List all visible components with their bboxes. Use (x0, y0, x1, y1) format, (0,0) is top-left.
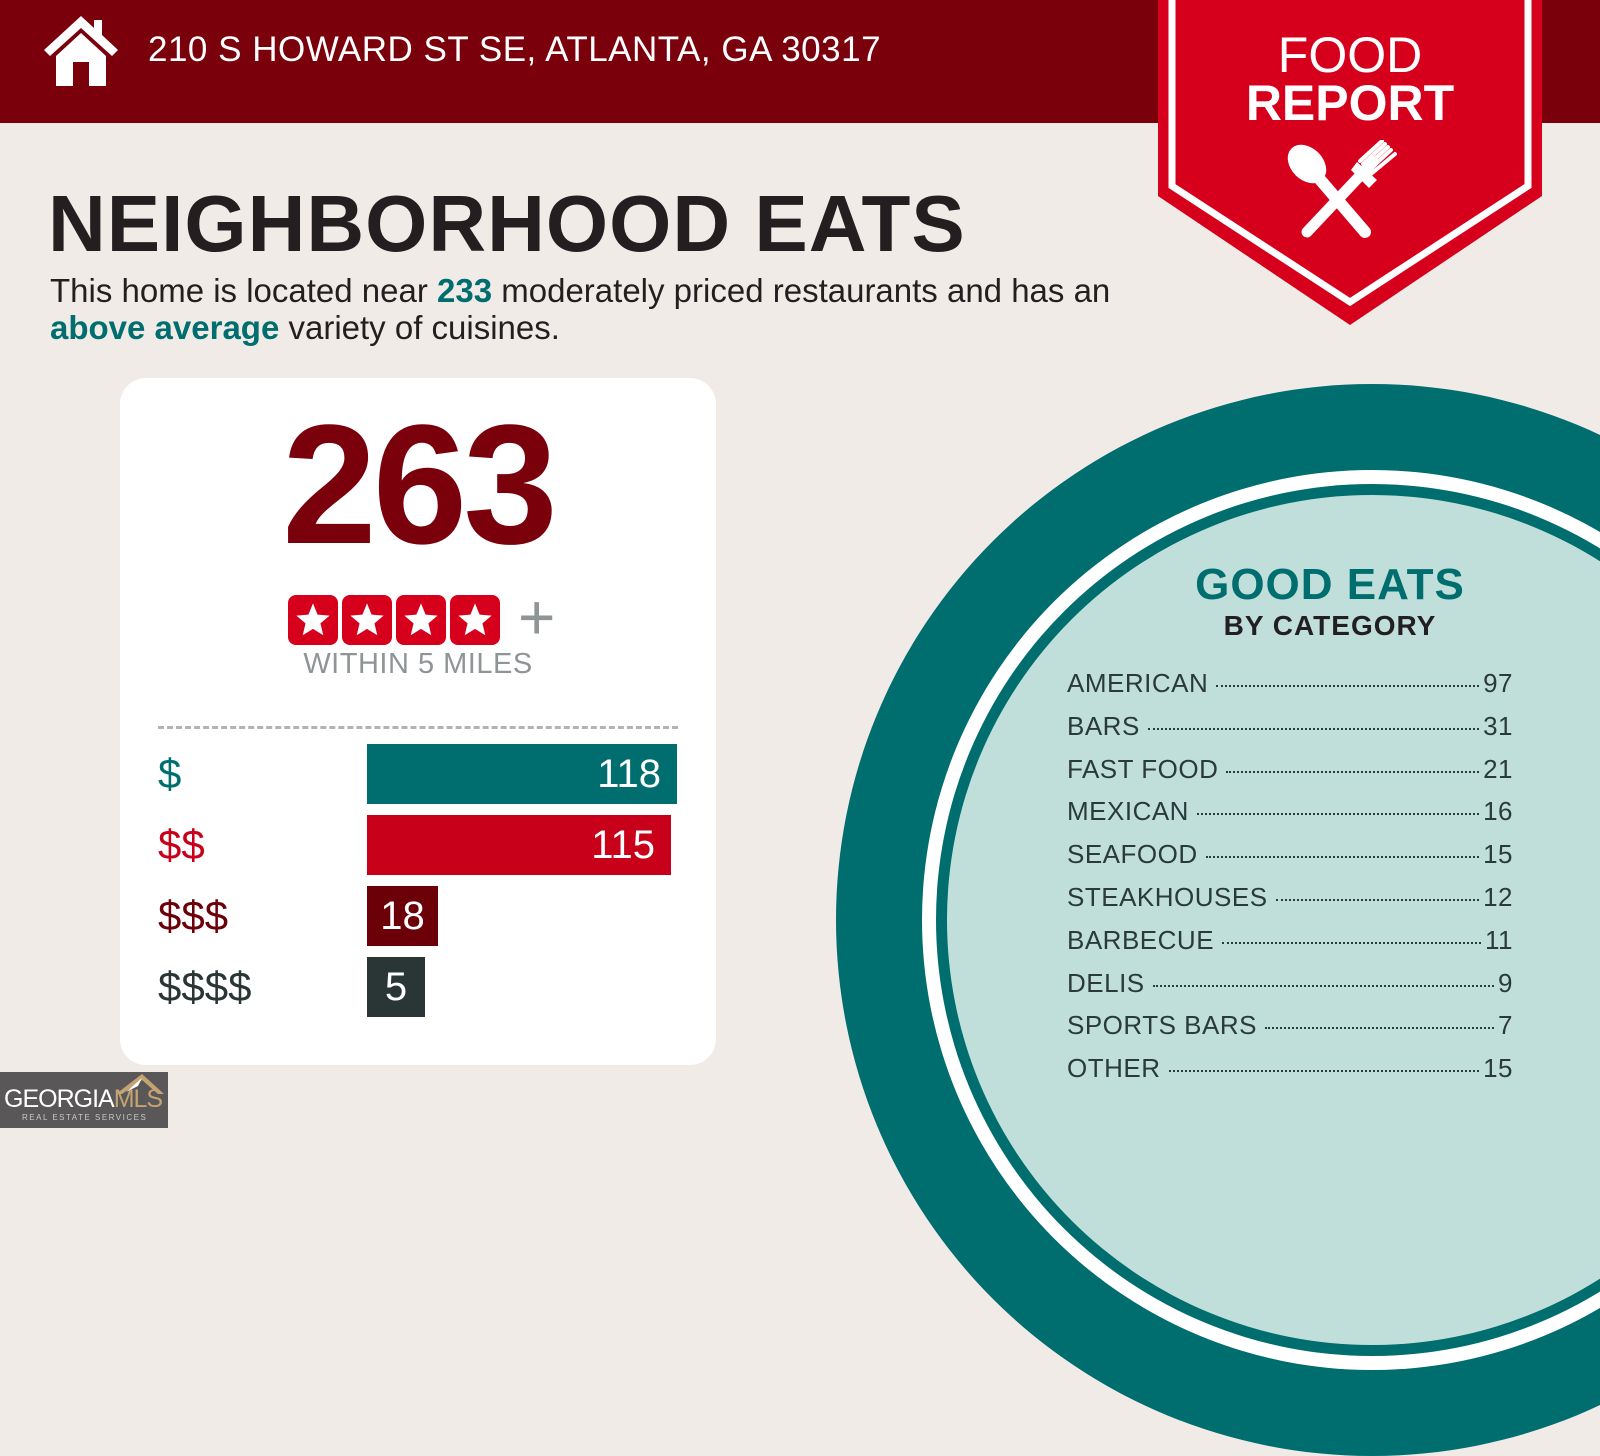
total-restaurant-count: 263 (282, 390, 558, 580)
dot-leader (1275, 898, 1480, 901)
category-name: DELIS (1067, 967, 1145, 998)
price-level-label: $$ (158, 821, 205, 868)
price-bar: 115 (367, 815, 671, 875)
category-name: BARS (1067, 710, 1140, 741)
category-count: 15 (1483, 1053, 1513, 1084)
category-row: BARS 31 (1067, 711, 1513, 754)
category-count: 7 (1498, 1010, 1513, 1041)
star-icon (396, 595, 446, 645)
food-report-badge (1158, 0, 1542, 325)
star-icon (450, 595, 500, 645)
category-row: STEAKHOUSES 12 (1067, 882, 1513, 925)
badge-title-line2: REPORT (1245, 75, 1455, 131)
radius-label: WITHIN 5 MILES (303, 648, 533, 680)
price-level-label: $$$ (158, 892, 229, 939)
dot-leader (1147, 727, 1480, 730)
category-count: 9 (1498, 967, 1513, 998)
property-address: 210 S HOWARD ST SE, ATLANTA, GA 30317 (148, 30, 882, 69)
category-count: 12 (1483, 881, 1513, 912)
dot-leader (1216, 685, 1480, 687)
intro-part3: variety of cuisines. (279, 309, 560, 346)
category-list: AMERICAN 97 BARS 31 FAST FOOD 21 MEXICAN 16 … (1067, 668, 1513, 1096)
categories-title: GOOD EATS (1195, 560, 1465, 609)
category-name: SPORTS BARS (1067, 1010, 1257, 1041)
category-count: 16 (1483, 796, 1513, 827)
dot-leader (1226, 770, 1480, 773)
intro-part2: moderately priced restaurants and has an (492, 272, 1111, 309)
category-row: SEAFOOD 15 (1067, 839, 1513, 882)
price-bar: 18 (367, 886, 438, 946)
category-name: SEAFOOD (1067, 839, 1198, 870)
category-name: FAST FOOD (1067, 753, 1219, 784)
nearby-restaurant-count: 233 (437, 272, 493, 309)
badge-title-line1: FOOD (1277, 27, 1423, 83)
dot-leader (1222, 941, 1481, 944)
logo-text-main: GEORGIA (4, 1085, 115, 1113)
categories-subtitle: BY CATEGORY (1223, 610, 1437, 641)
star-rating (288, 595, 500, 645)
category-count: 11 (1485, 924, 1513, 955)
price-bar: 118 (367, 744, 677, 804)
category-row: BARBECUE 11 (1067, 925, 1513, 968)
dashed-divider (158, 726, 678, 729)
category-row: AMERICAN 97 (1067, 668, 1513, 711)
category-row: FAST FOOD 21 (1067, 754, 1513, 797)
summary-card (120, 378, 716, 1065)
category-row: SPORTS BARS 7 (1067, 1010, 1513, 1053)
rating-plus-icon: + (518, 581, 556, 653)
spoon-and-fork-icon (1287, 140, 1397, 238)
roof-icon (116, 1074, 164, 1094)
category-count: 21 (1483, 753, 1513, 784)
price-bar: 5 (367, 957, 425, 1017)
category-count: 15 (1483, 839, 1513, 870)
dot-leader (1152, 984, 1495, 987)
variety-rating: above average (50, 309, 280, 346)
category-row: MEXICAN 16 (1067, 796, 1513, 839)
category-name: MEXICAN (1067, 796, 1189, 827)
georgia-mls-logo: GEORGIAMLS REAL ESTATE SERVICES (0, 1072, 168, 1128)
dot-leader (1264, 1027, 1495, 1030)
house-icon (44, 16, 118, 86)
category-count: 31 (1483, 710, 1513, 741)
category-name: STEAKHOUSES (1067, 881, 1268, 912)
logo-wordmark: GEORGIAMLS (4, 1085, 163, 1113)
category-name: OTHER (1067, 1053, 1161, 1084)
intro-text: This home is located near 233 moderately… (50, 272, 1130, 346)
star-icon (342, 595, 392, 645)
dot-leader (1168, 1070, 1480, 1073)
star-icon (288, 595, 338, 645)
dot-leader (1196, 813, 1480, 816)
logo-text-accent: MLS (113, 1085, 163, 1113)
category-name: AMERICAN (1067, 668, 1209, 698)
intro-part1: This home is located near (50, 272, 438, 309)
price-level-label: $ (158, 750, 182, 797)
price-level-label: $$$$ (158, 963, 252, 1010)
category-count: 97 (1483, 668, 1513, 698)
logo-subtitle: REAL ESTATE SERVICES (22, 1113, 148, 1122)
dot-leader (1205, 856, 1480, 859)
page-title: NEIGHBORHOOD EATS (48, 179, 966, 268)
category-name: BARBECUE (1067, 924, 1215, 955)
category-row: OTHER 15 (1067, 1053, 1513, 1096)
category-row: DELIS 9 (1067, 968, 1513, 1011)
